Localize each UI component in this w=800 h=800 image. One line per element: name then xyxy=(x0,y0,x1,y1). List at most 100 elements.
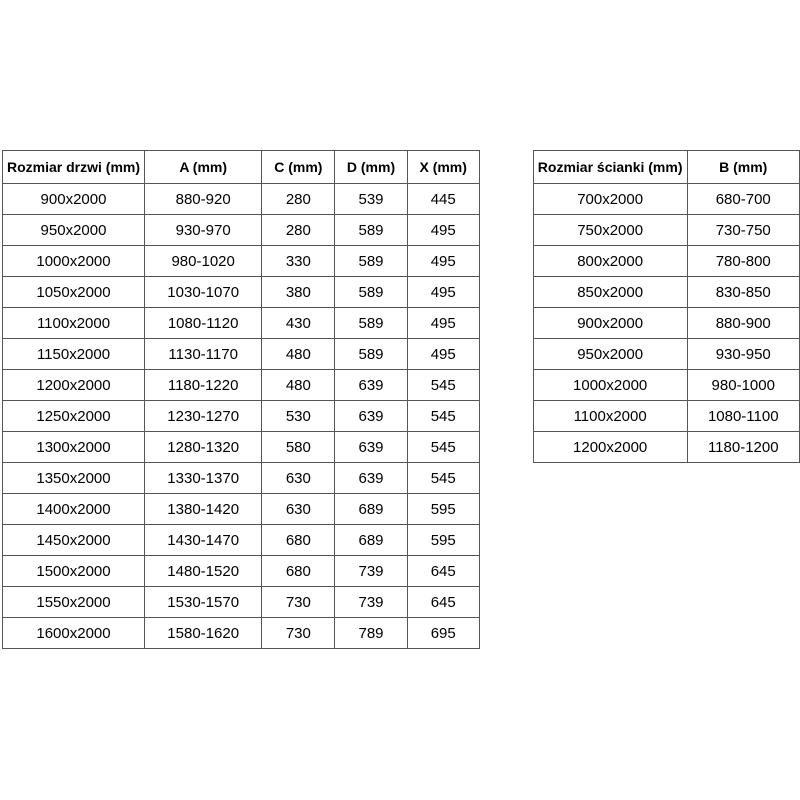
table-cell: 1080-1100 xyxy=(686,400,800,432)
table-cell: 380 xyxy=(261,276,336,308)
table-cell: 1430-1470 xyxy=(144,524,263,556)
table-cell: 639 xyxy=(334,431,408,463)
table-cell: 780-800 xyxy=(686,245,800,277)
table-cell: 900x2000 xyxy=(1,183,146,215)
table-row: 1350x2000 1330-1370 630 639 545 xyxy=(1,462,480,494)
table-cell: 1600x2000 xyxy=(1,617,146,649)
table-cell: 880-920 xyxy=(144,183,263,215)
column-header: Rozmiar ścianki (mm) xyxy=(532,150,688,184)
table-cell: 930-970 xyxy=(144,214,263,246)
table-row: 1600x2000 1580-1620 730 789 695 xyxy=(1,617,480,649)
table-cell: 1500x2000 xyxy=(1,555,146,587)
table-cell: 1100x2000 xyxy=(1,307,146,339)
table-row: 1250x2000 1230-1270 530 639 545 xyxy=(1,400,480,432)
table-cell: 1550x2000 xyxy=(1,586,146,618)
table-cell: 595 xyxy=(406,524,480,556)
table-row: 1150x2000 1130-1170 480 589 495 xyxy=(1,338,480,370)
table-cell: 730-750 xyxy=(686,214,800,246)
door-size-table: Rozmiar drzwi (mm) A (mm) C (mm) D (mm) X (m… xyxy=(1,150,480,649)
table-cell: 539 xyxy=(334,183,408,215)
table-cell: 495 xyxy=(406,307,480,339)
table-cell: 589 xyxy=(334,214,408,246)
table-cell: 739 xyxy=(334,586,408,618)
wall-size-table: Rozmiar ścianki (mm) B (mm) 700x2000 680-70… xyxy=(532,150,800,463)
table-cell: 1130-1170 xyxy=(144,338,263,370)
table-row: 1500x2000 1480-1520 680 739 645 xyxy=(1,555,480,587)
table-cell: 880-900 xyxy=(686,307,800,339)
table-cell: 589 xyxy=(334,276,408,308)
table-cell: 639 xyxy=(334,462,408,494)
table-row: 1400x2000 1380-1420 630 689 595 xyxy=(1,493,480,525)
table-cell: 1300x2000 xyxy=(1,431,146,463)
table-cell: 480 xyxy=(261,369,336,401)
table-cell: 1530-1570 xyxy=(144,586,263,618)
table-cell: 689 xyxy=(334,493,408,525)
table-cell: 689 xyxy=(334,524,408,556)
table-cell: 680-700 xyxy=(686,183,800,215)
column-header: Rozmiar drzwi (mm) xyxy=(1,150,146,184)
table-cell: 530 xyxy=(261,400,336,432)
table-row: 1200x2000 1180-1200 xyxy=(532,431,800,463)
table-row: 950x2000 930-950 xyxy=(532,338,800,370)
table-cell: 1250x2000 xyxy=(1,400,146,432)
table-row: 900x2000 880-900 xyxy=(532,307,800,339)
table-row: 1000x2000 980-1020 330 589 495 xyxy=(1,245,480,277)
table-cell: 445 xyxy=(406,183,480,215)
table-cell: 1330-1370 xyxy=(144,462,263,494)
table-cell: 739 xyxy=(334,555,408,587)
table-cell: 545 xyxy=(406,431,480,463)
table-cell: 695 xyxy=(406,617,480,649)
table-cell: 1080-1120 xyxy=(144,307,263,339)
table-row: 700x2000 680-700 xyxy=(532,183,800,215)
table-cell: 639 xyxy=(334,400,408,432)
table-cell: 645 xyxy=(406,586,480,618)
table-cell: 800x2000 xyxy=(532,245,688,277)
column-header: B (mm) xyxy=(686,150,800,184)
table-row: 1000x2000 980-1000 xyxy=(532,369,800,401)
table-row: 900x2000 880-920 280 539 445 xyxy=(1,183,480,215)
table-cell: 680 xyxy=(261,524,336,556)
table-cell: 1350x2000 xyxy=(1,462,146,494)
table-cell: 589 xyxy=(334,307,408,339)
table-cell: 1380-1420 xyxy=(144,493,263,525)
table-cell: 1000x2000 xyxy=(1,245,146,277)
table-cell: 1030-1070 xyxy=(144,276,263,308)
table-cell: 930-950 xyxy=(686,338,800,370)
table-cell: 495 xyxy=(406,214,480,246)
table-cell: 280 xyxy=(261,214,336,246)
table-cell: 580 xyxy=(261,431,336,463)
table-cell: 495 xyxy=(406,245,480,277)
table-cell: 595 xyxy=(406,493,480,525)
table-cell: 480 xyxy=(261,338,336,370)
table-cell: 1580-1620 xyxy=(144,617,263,649)
column-header: C (mm) xyxy=(261,150,336,184)
table-cell: 680 xyxy=(261,555,336,587)
table-cell: 980-1000 xyxy=(686,369,800,401)
table-cell: 1100x2000 xyxy=(532,400,688,432)
table-cell: 280 xyxy=(261,183,336,215)
table-cell: 630 xyxy=(261,462,336,494)
table-cell: 1180-1200 xyxy=(686,431,800,463)
table-cell: 589 xyxy=(334,338,408,370)
table-cell: 1050x2000 xyxy=(1,276,146,308)
table-cell: 1200x2000 xyxy=(1,369,146,401)
table-cell: 1230-1270 xyxy=(144,400,263,432)
header-row: Rozmiar ścianki (mm) B (mm) xyxy=(532,150,800,184)
table-cell: 545 xyxy=(406,400,480,432)
column-header: X (mm) xyxy=(406,150,480,184)
table-row: 1100x2000 1080-1120 430 589 495 xyxy=(1,307,480,339)
table-cell: 495 xyxy=(406,338,480,370)
column-header: A (mm) xyxy=(144,150,263,184)
header-row: Rozmiar drzwi (mm) A (mm) C (mm) D (mm) X (m… xyxy=(1,150,480,184)
table-cell: 1200x2000 xyxy=(532,431,688,463)
table-cell: 700x2000 xyxy=(532,183,688,215)
table-row: 1200x2000 1180-1220 480 639 545 xyxy=(1,369,480,401)
table-cell: 630 xyxy=(261,493,336,525)
tables-row: Rozmiar drzwi (mm) A (mm) C (mm) D (mm) X (m… xyxy=(1,150,800,649)
table-cell: 950x2000 xyxy=(1,214,146,246)
table-cell: 900x2000 xyxy=(532,307,688,339)
table-cell: 1000x2000 xyxy=(532,369,688,401)
table-row: 800x2000 780-800 xyxy=(532,245,800,277)
table-cell: 645 xyxy=(406,555,480,587)
